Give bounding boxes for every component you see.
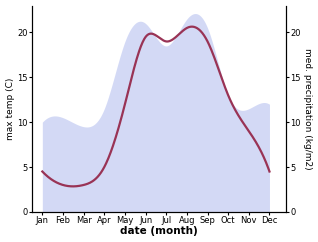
Y-axis label: max temp (C): max temp (C) — [5, 77, 15, 140]
X-axis label: date (month): date (month) — [120, 227, 198, 236]
Y-axis label: med. precipitation (kg/m2): med. precipitation (kg/m2) — [303, 48, 313, 170]
